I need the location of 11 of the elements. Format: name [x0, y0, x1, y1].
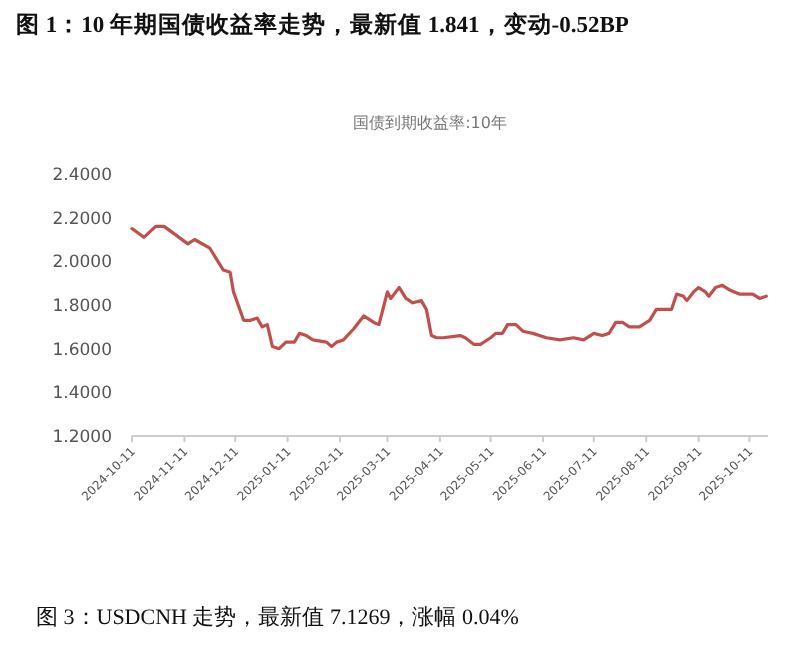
y-tick-label: 1.6000 [52, 340, 112, 361]
y-tick-label: 1.4000 [52, 384, 112, 405]
chart-title: 图 1：10 年期国债收益率走势，最新值 1.841，变动-0.52BP [16, 10, 629, 38]
caption: 图 3：USDCNH 走势，最新值 7.1269，涨幅 0.04% [36, 604, 519, 630]
y-tick-label: 2.2000 [52, 209, 112, 230]
y-tick-label: 1.8000 [52, 296, 112, 317]
y-tick-label: 1.2000 [52, 427, 112, 448]
y-tick-label: 2.4000 [52, 165, 112, 186]
line-series [130, 224, 768, 351]
chart-subtitle: 国债到期收益率:10年 [353, 114, 507, 132]
y-tick-label: 2.0000 [52, 253, 112, 274]
